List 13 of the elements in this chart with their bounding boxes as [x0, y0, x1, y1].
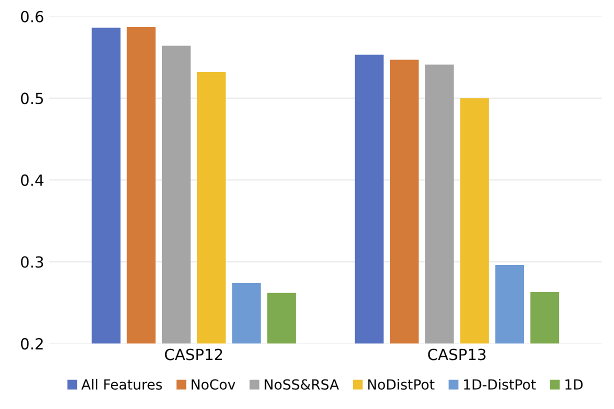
y-tick-label: 0.4	[20, 174, 44, 186]
legend-label: 1D-DistPot	[464, 378, 536, 390]
legend-label: 1D	[565, 379, 583, 390]
x-tick-label: CASP12	[164, 348, 222, 360]
y-tick-label: 0.5	[20, 92, 43, 104]
legend-label: NoCov	[192, 379, 236, 390]
x-tick-label: CASP13	[428, 348, 486, 360]
y-tick-label: 0.3	[20, 256, 44, 268]
y-tick-label: 0.2	[20, 338, 43, 350]
legend-label: NoDistPot	[368, 378, 434, 390]
legend-label: NoSS&RSA	[264, 379, 339, 390]
legend-label: All Features	[81, 378, 162, 390]
y-tick-label: 0.6	[20, 10, 44, 22]
